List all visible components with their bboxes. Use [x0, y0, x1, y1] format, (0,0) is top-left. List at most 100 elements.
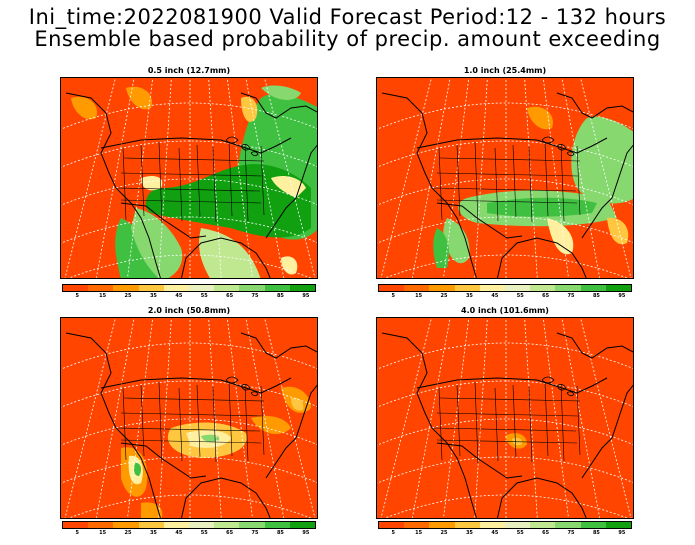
state-line: [260, 385, 265, 456]
longitude-line: [245, 318, 285, 518]
colorbar-tick-label: 5: [391, 293, 395, 299]
state-line: [117, 187, 261, 192]
colorbar-tick-label: 55: [200, 530, 208, 536]
longitude-line: [245, 78, 285, 278]
state-line: [512, 384, 517, 458]
colorbar-swatch: [88, 522, 114, 528]
longitude-line: [542, 78, 569, 278]
latitude-line: [384, 494, 628, 518]
colorbar-tick-label: 35: [149, 293, 157, 299]
colorbar-swatch: [454, 285, 480, 291]
state-line: [436, 412, 579, 417]
colorbar-swatch: [289, 522, 316, 528]
colorbar-tick-label: 25: [124, 293, 132, 299]
state-line: [528, 146, 533, 223]
longitude-line: [158, 78, 172, 278]
latitude-line: [61, 102, 317, 130]
longitude-line: [380, 78, 432, 278]
longitude-line: [524, 318, 538, 518]
state-line: [228, 381, 233, 457]
state-line: [494, 387, 499, 462]
colorbar-swatch: [163, 285, 190, 291]
state-line: [122, 387, 127, 461]
state-line: [196, 144, 201, 218]
state-line: [260, 145, 265, 216]
colorbar-swatch: [429, 285, 455, 291]
colorbar-tick-label: 85: [276, 293, 284, 299]
longitude-line: [411, 318, 451, 518]
colorbar-swatch: [454, 522, 480, 528]
state-line: [158, 141, 163, 224]
state-line: [158, 381, 163, 464]
colorbar-swatch: [239, 522, 265, 528]
colorbar-swatch: [138, 285, 164, 291]
state-line: [123, 157, 265, 162]
colorbar-1: [62, 284, 316, 292]
colorbar-tick-label: 15: [415, 293, 423, 299]
colorbar-tick-label: 95: [618, 530, 626, 536]
colorbar-tick-label: 25: [440, 530, 448, 536]
colorbar-4: [378, 521, 632, 529]
colorbar-2: [378, 284, 632, 292]
colorbar-tick-label: 35: [465, 530, 473, 536]
state-line: [456, 384, 461, 457]
state-line: [438, 147, 443, 221]
state-line: [120, 199, 262, 204]
colorbar-tick-label: 5: [75, 530, 79, 536]
colorbar-tick-label: 95: [302, 293, 310, 299]
state-line: [456, 144, 461, 217]
longitude-line: [411, 78, 451, 278]
colorbar-swatch: [113, 285, 139, 291]
latitude-line: [377, 380, 633, 408]
latitude-line: [377, 140, 633, 168]
latitude-line: [68, 494, 312, 518]
great-lakes: [541, 136, 575, 157]
colorbar-swatch: [163, 522, 190, 528]
longitude-line: [380, 318, 432, 518]
state-line: [120, 172, 263, 177]
state-line: [438, 387, 443, 461]
latitude-line: [61, 342, 317, 370]
colorbar-1-ticks: 5 15 25 35 45 55 65 75 85 95: [62, 293, 316, 301]
longitude-line: [474, 318, 488, 518]
colorbar-swatch: [63, 285, 89, 291]
colorbar-tick-label: 85: [592, 530, 600, 536]
colorbar-swatch: [214, 285, 240, 291]
colorbar-swatch: [189, 522, 215, 528]
state-line: [494, 147, 499, 222]
colorbar-swatch: [555, 285, 581, 291]
latitude-line: [61, 216, 317, 244]
colorbar-tick-label: 95: [302, 530, 310, 536]
state-line: [123, 397, 265, 402]
longitude-line: [95, 78, 135, 278]
panel-4-title: 4.0 inch (101.6mm): [461, 306, 549, 315]
state-line: [576, 145, 581, 216]
state-line: [436, 199, 578, 204]
colorbar-tick-label: 95: [618, 293, 626, 299]
colorbar-tick-label: 65: [542, 293, 550, 299]
colorbar-tick-label: 15: [99, 530, 107, 536]
colorbar-tick-label: 5: [391, 530, 395, 536]
panel-3-title: 2.0 inch (50.8mm): [147, 306, 231, 315]
state-line: [544, 141, 549, 217]
colorbar-swatch: [189, 285, 215, 291]
longitude-line: [524, 78, 538, 278]
state-line: [439, 397, 581, 402]
colorbar-swatch: [379, 522, 405, 528]
longitude-line: [208, 318, 222, 518]
state-line: [436, 172, 579, 177]
country-border: [416, 137, 608, 154]
colorbar-swatch: [580, 285, 606, 291]
state-line: [560, 383, 565, 462]
longitude-line: [158, 318, 172, 518]
longitude-line: [443, 318, 470, 518]
colorbar-3-ticks: 5 15 25 35 45 55 65 75 85 95: [62, 530, 316, 538]
colorbar-swatch: [605, 522, 632, 528]
state-line: [560, 143, 565, 222]
state-line: [433, 427, 577, 432]
colorbar-tick-label: 25: [440, 293, 448, 299]
colorbar-tick-label: 55: [516, 530, 524, 536]
colorbar-swatch: [214, 522, 240, 528]
latitude-line: [377, 418, 633, 446]
country-border: [100, 137, 292, 154]
